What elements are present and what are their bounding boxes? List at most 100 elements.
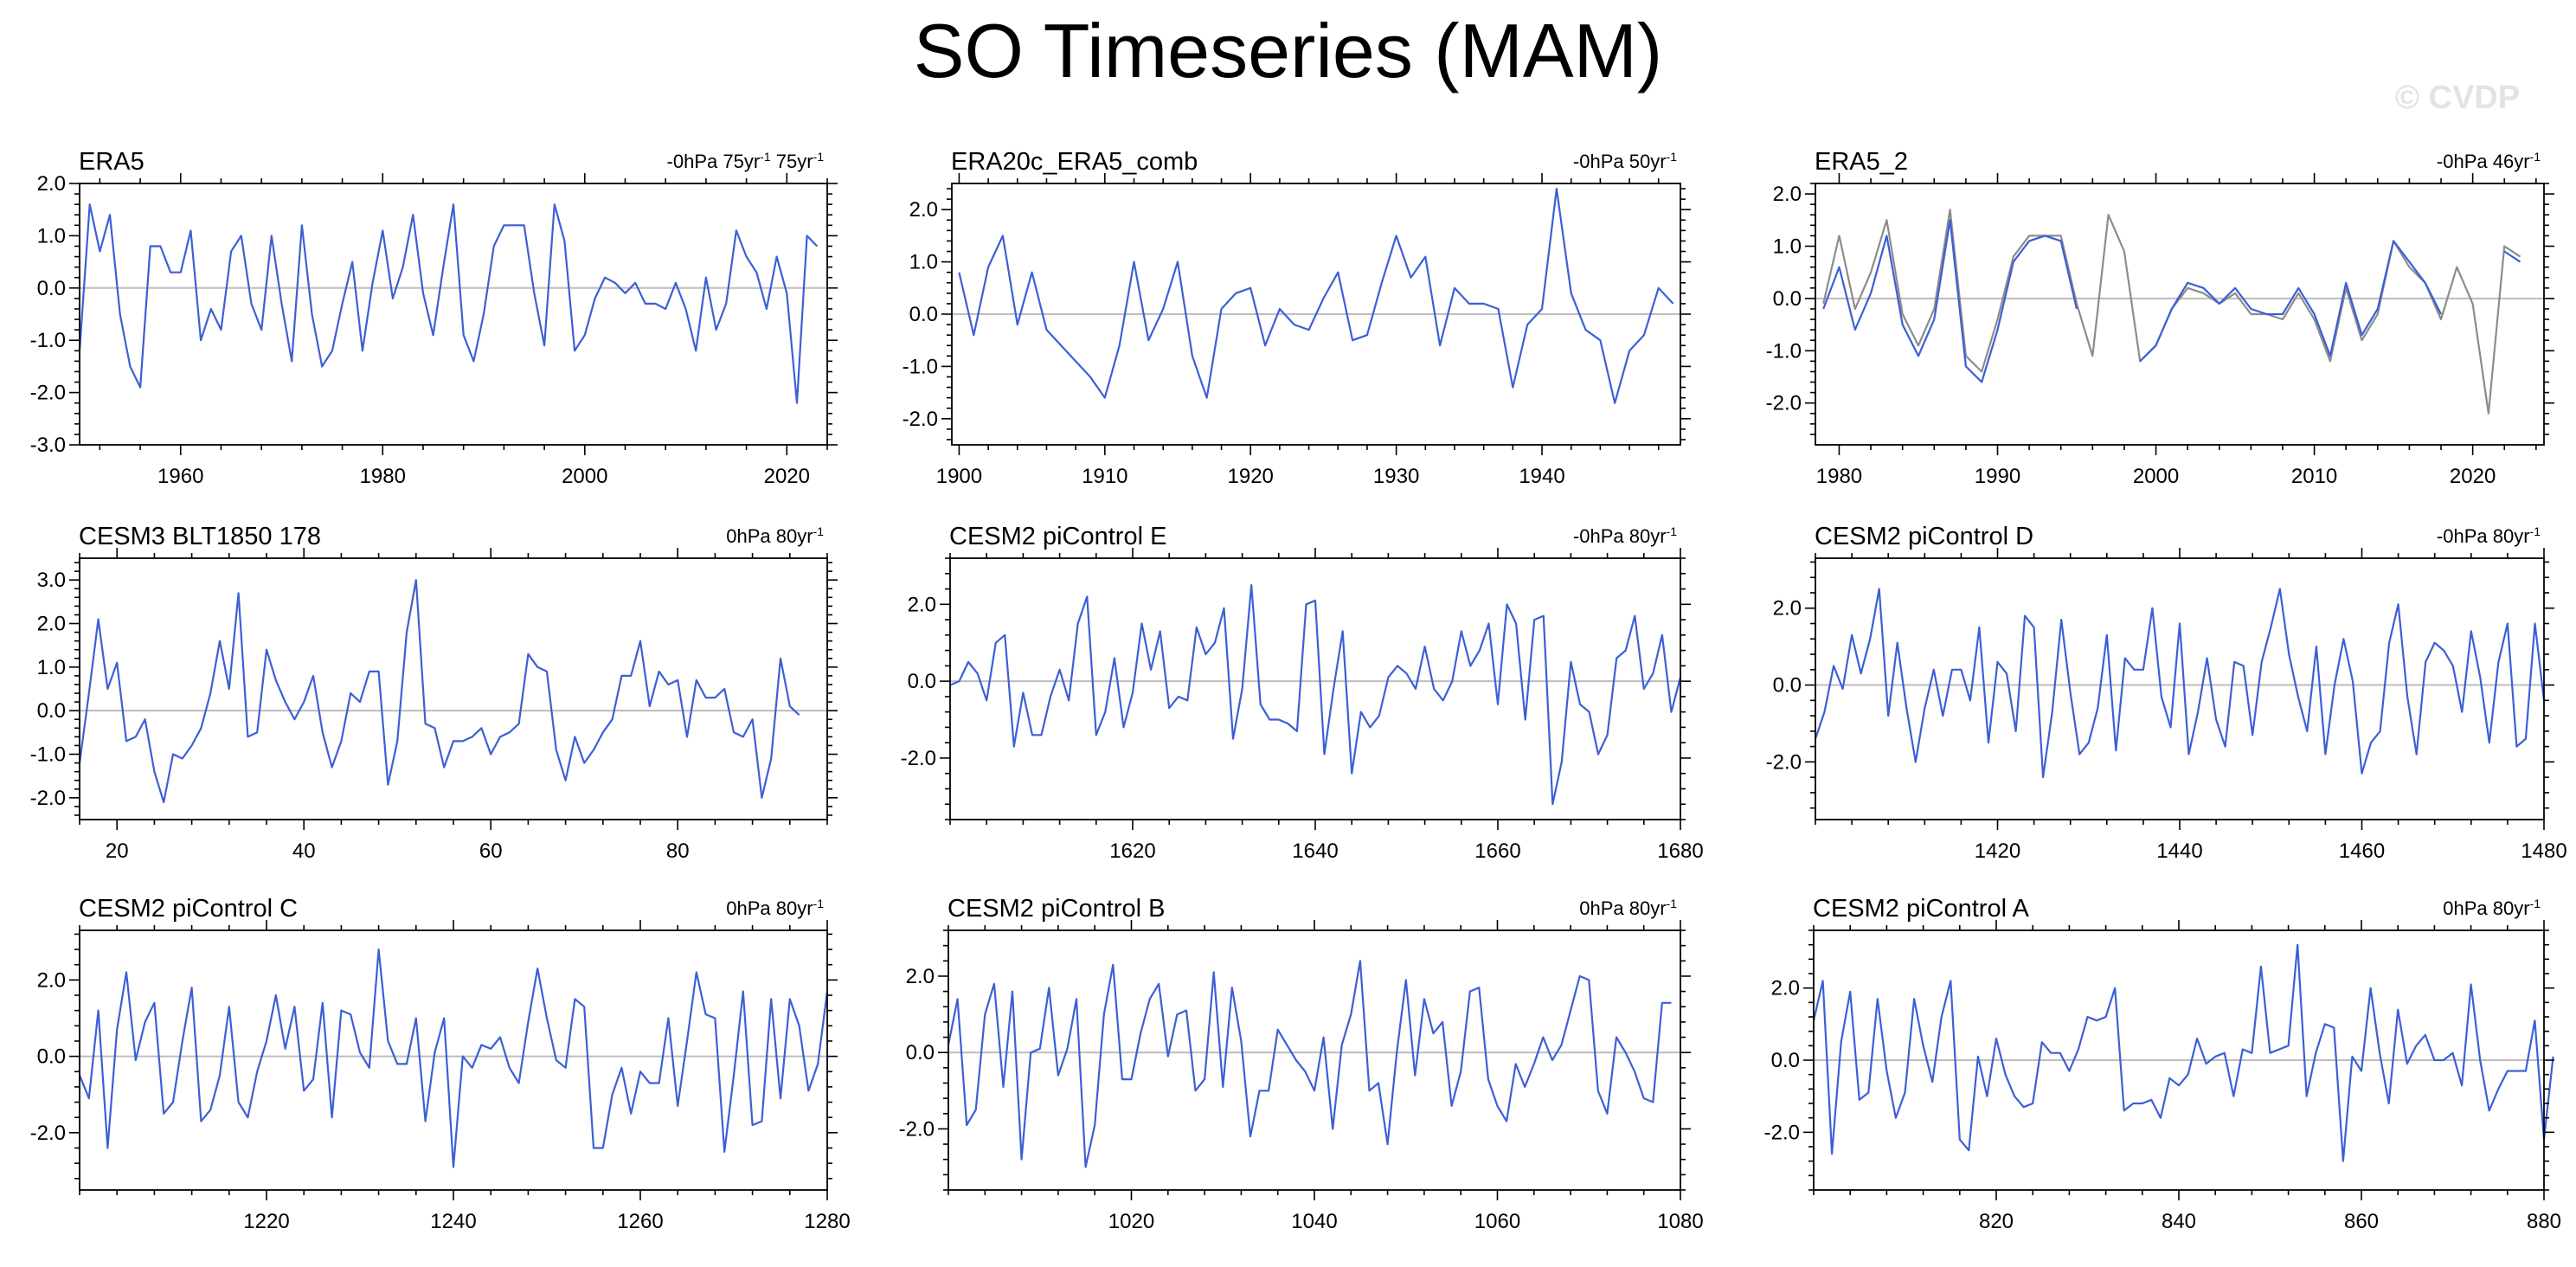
chart-panel: ERA5_2 -0hPa 46yr-1 2.0 1.0 0.0 -1.0 -2.0 1980 1… xyxy=(1766,148,2554,488)
panel-info: 0hPa 80yr-1 xyxy=(1579,897,1677,919)
plot-frame xyxy=(1815,558,2544,820)
chart-panel: ERA5 -0hPa 75yr-1 75yr-12.01.00.0-1.0-2.0… xyxy=(30,148,838,488)
series-line xyxy=(80,580,800,802)
y-tick-label: 1.0 xyxy=(37,656,66,679)
series-line xyxy=(1814,945,2554,1161)
plot-frame xyxy=(950,558,1680,820)
chart-panel: ERA20c_ERA5_comb -0hPa 50yr-1 2.0 1.0 0.0 -1.… xyxy=(903,148,1691,488)
x-tick-label: 840 xyxy=(2162,1210,2196,1233)
x-tick-label: 1960 xyxy=(157,465,203,488)
y-tick-label: 0.0 xyxy=(908,670,936,693)
x-tick-label: 1440 xyxy=(2156,839,2202,863)
y-tick-label: 2.0 xyxy=(1773,183,1802,206)
x-tick-label: 1920 xyxy=(1228,465,1274,488)
panel-info: -0hPa 80yr-1 xyxy=(1573,524,1677,547)
series-line xyxy=(1823,209,2520,414)
x-tick-label: 1660 xyxy=(1474,839,1520,863)
x-tick-label: 880 xyxy=(2527,1210,2561,1233)
panel-info: 0hPa 80yr-1 xyxy=(726,524,824,547)
chart-panel: CESM3 BLT1850 178 0hPa 80yr-1 3.0 2.0 1.0 0.0… xyxy=(30,523,838,863)
x-tick-label: 20 xyxy=(106,839,129,863)
x-tick-label: 1280 xyxy=(804,1210,850,1233)
y-tick-label: 2.0 xyxy=(37,613,66,636)
panel-info: -0hPa 46yr-1 xyxy=(2437,150,2541,172)
panel-title: CESM2 piControl C xyxy=(79,895,298,923)
x-tick-label: 1680 xyxy=(1657,839,1703,863)
panel-title: CESM2 piControl B xyxy=(948,895,1165,923)
series-line xyxy=(950,585,1680,804)
series-line xyxy=(1823,220,2520,382)
chart-panel: CESM2 piControl D -0hPa 80yr-1 2.0 0.0 -2.0 1… xyxy=(1766,523,2567,863)
x-tick-label: 1260 xyxy=(617,1210,663,1233)
x-tick-label: 1900 xyxy=(936,465,982,488)
x-tick-label: 1980 xyxy=(360,465,406,488)
chart-grid: ERA5 -0hPa 75yr-1 75yr-12.01.00.0-1.0-2.0… xyxy=(0,0,2576,1267)
chart-panel: CESM2 piControl C 0hPa 80yr-1 2.0 0.0 -2.0 12… xyxy=(30,895,851,1233)
series-line xyxy=(80,204,817,403)
panel-info: -0hPa 50yr-1 xyxy=(1573,150,1677,172)
x-tick-label: 1080 xyxy=(1657,1210,1703,1233)
x-tick-label: 80 xyxy=(666,839,690,863)
plot-frame xyxy=(80,558,827,820)
x-tick-label: 2000 xyxy=(2133,465,2179,488)
panel-info: 0hPa 80yr-1 xyxy=(726,897,824,919)
x-tick-label: 40 xyxy=(292,839,316,863)
x-tick-label: 60 xyxy=(479,839,503,863)
y-tick-label: -3.0 xyxy=(30,434,66,457)
y-tick-label: -2.0 xyxy=(903,408,938,431)
panel-title: CESM2 piControl E xyxy=(949,523,1166,550)
y-tick-label: 2.0 xyxy=(906,965,935,988)
plot-frame xyxy=(1815,183,2544,445)
x-tick-label: 820 xyxy=(1979,1210,2014,1233)
plot-frame xyxy=(80,183,827,445)
y-tick-label: 2.0 xyxy=(909,198,938,222)
x-tick-label: 1220 xyxy=(243,1210,289,1233)
x-tick-label: 1460 xyxy=(2339,839,2385,863)
y-tick-label: -1.0 xyxy=(903,355,938,378)
y-tick-label: -2.0 xyxy=(30,382,66,405)
x-tick-label: 1020 xyxy=(1108,1210,1154,1233)
plot-frame xyxy=(80,930,827,1190)
x-tick-label: 1640 xyxy=(1292,839,1338,863)
y-tick-label: -2.0 xyxy=(30,787,66,810)
y-tick-label: 1.0 xyxy=(37,224,66,248)
y-tick-label: -1.0 xyxy=(1766,339,1802,363)
panel-title: CESM2 piControl A xyxy=(1813,895,2029,923)
plot-frame xyxy=(948,930,1680,1190)
x-tick-label: 1480 xyxy=(2521,839,2566,863)
y-tick-label: -2.0 xyxy=(1764,1121,1800,1144)
x-tick-label: 2020 xyxy=(764,465,810,488)
x-tick-label: 1420 xyxy=(1975,839,2020,863)
series-line xyxy=(959,189,1673,403)
y-tick-label: 1.0 xyxy=(909,251,938,274)
panel-info: 0hPa 80yr-1 xyxy=(2443,897,2541,919)
y-tick-label: -1.0 xyxy=(30,743,66,767)
chart-panel: CESM2 piControl B 0hPa 80yr-1 2.0 0.0 -2.0 10… xyxy=(899,895,1704,1233)
series-line xyxy=(1815,589,2544,778)
panel-title: CESM3 BLT1850 178 xyxy=(79,523,321,550)
series-line xyxy=(948,961,1671,1167)
y-tick-label: -2.0 xyxy=(1766,392,1802,415)
panel-info: -0hPa 80yr-1 xyxy=(2437,524,2541,547)
y-tick-label: 0.0 xyxy=(1771,1049,1800,1072)
x-tick-label: 1620 xyxy=(1109,839,1155,863)
panel-title: ERA20c_ERA5_comb xyxy=(951,148,1198,176)
panel-info: -0hPa 75yr-1 75yr-1 xyxy=(667,150,825,172)
x-tick-label: 1060 xyxy=(1474,1210,1520,1233)
y-tick-label: 2.0 xyxy=(37,172,66,196)
y-tick-label: 2.0 xyxy=(1771,977,1800,1000)
panel-title: ERA5_2 xyxy=(1815,148,1908,176)
x-tick-label: 1990 xyxy=(1975,465,2020,488)
x-tick-label: 1910 xyxy=(1082,465,1127,488)
chart-panel: CESM2 piControl E -0hPa 80yr-1 2.0 0.0 -2.0 1… xyxy=(901,523,1704,863)
x-tick-label: 1240 xyxy=(430,1210,476,1233)
series-line xyxy=(80,949,827,1167)
y-tick-label: -2.0 xyxy=(899,1117,935,1141)
y-tick-label: 0.0 xyxy=(37,699,66,723)
x-tick-label: 860 xyxy=(2344,1210,2379,1233)
x-tick-label: 2020 xyxy=(2450,465,2496,488)
y-tick-label: 2.0 xyxy=(908,593,936,616)
y-tick-label: 0.0 xyxy=(1773,287,1802,311)
x-tick-label: 1930 xyxy=(1373,465,1419,488)
x-tick-label: 2000 xyxy=(562,465,607,488)
